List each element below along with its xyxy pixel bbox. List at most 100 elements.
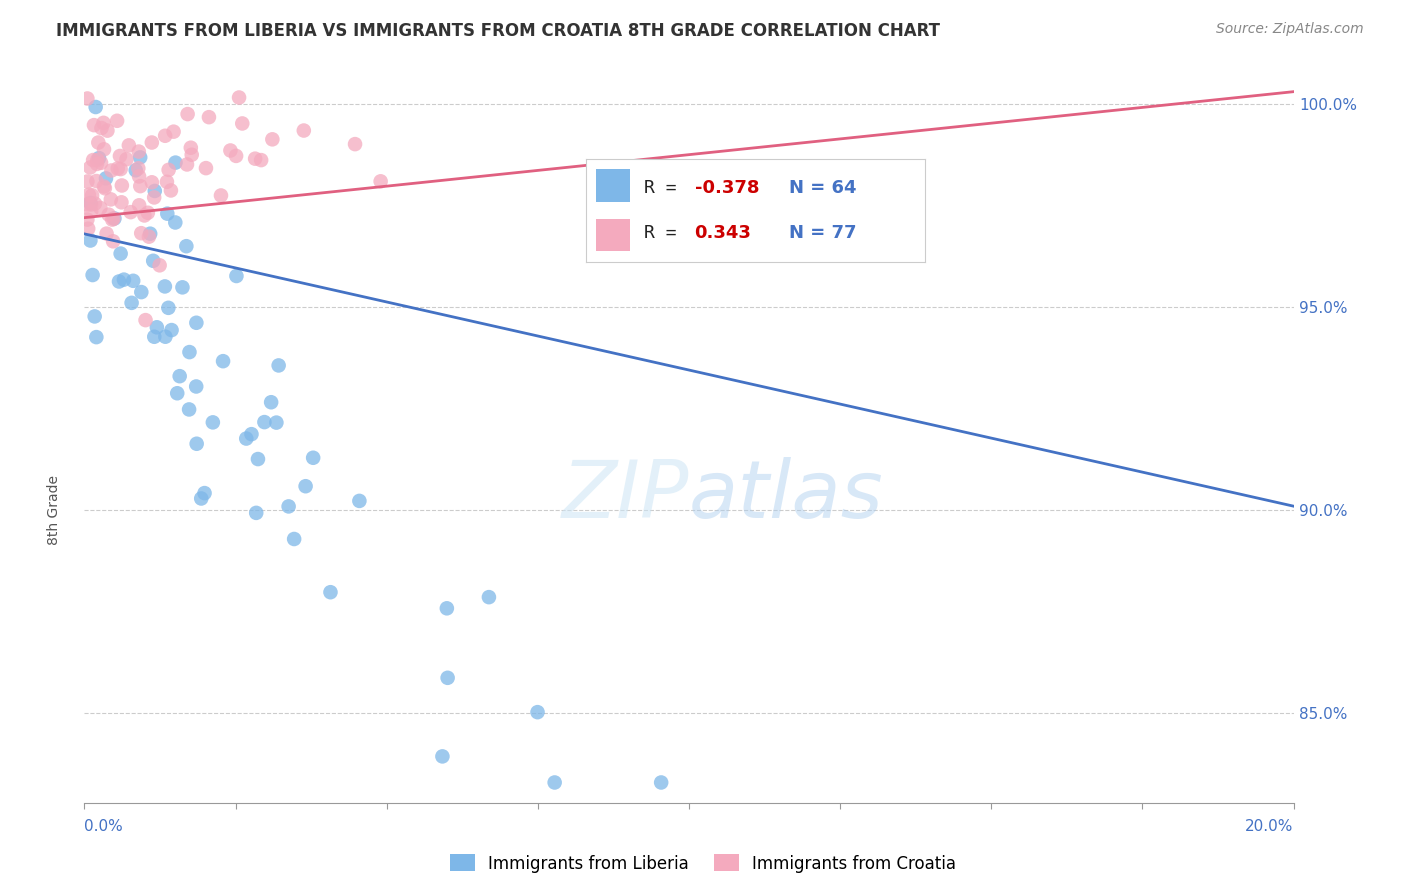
Point (100, 163, 122, 178)
Point (172, 280, 194, 294)
Point (83, 310, 105, 324)
Point (250, 153, 273, 167)
Point (262, 132, 284, 146)
Point (228, 90, 250, 104)
Point (93, 179, 115, 194)
Point (82, 188, 104, 202)
Point (370, 174, 392, 188)
Bar (596, 169, 630, 202)
Point (180, 147, 202, 161)
Point (79, 196, 101, 211)
Point (129, 179, 152, 194)
Point (134, 209, 156, 223)
Point (153, 279, 176, 293)
Point (302, 450, 325, 465)
Point (79, 234, 101, 248)
Point (243, 152, 266, 166)
Point (198, 110, 221, 124)
Point (112, 272, 135, 286)
Point (143, 184, 166, 198)
Point (166, 386, 188, 401)
Text: R =: R = (644, 224, 699, 242)
Point (79, 161, 101, 175)
Point (162, 125, 184, 139)
Point (84, 196, 107, 211)
Point (77, 221, 100, 235)
Point (266, 416, 288, 430)
Point (87, 136, 110, 150)
Point (142, 253, 165, 268)
Bar (596, 219, 630, 252)
Point (245, 506, 267, 520)
Point (82, 153, 104, 167)
Point (235, 432, 257, 446)
Point (111, 178, 134, 193)
Text: N = 64: N = 64 (789, 178, 856, 197)
Point (122, 274, 145, 288)
Point (292, 123, 315, 137)
Point (190, 491, 212, 506)
Point (76, 174, 98, 188)
Point (225, 268, 247, 283)
Point (125, 163, 148, 178)
Point (219, 144, 242, 158)
Point (76, 212, 98, 227)
Point (478, 590, 501, 604)
Point (101, 235, 124, 249)
Point (225, 149, 247, 163)
Point (121, 296, 143, 310)
Point (97, 208, 120, 222)
Point (177, 402, 200, 417)
Point (120, 205, 142, 219)
Point (139, 227, 162, 241)
Point (543, 775, 565, 789)
Point (138, 229, 160, 244)
Point (76, 197, 98, 211)
Point (526, 705, 548, 719)
Point (194, 161, 217, 175)
Point (176, 239, 198, 253)
Point (283, 532, 305, 546)
Point (82, 268, 104, 282)
Point (103, 211, 125, 226)
Point (100, 193, 122, 207)
Point (94, 171, 117, 186)
Point (209, 188, 232, 202)
Point (80, 197, 103, 211)
Point (129, 150, 152, 164)
Point (294, 479, 316, 493)
Point (240, 427, 263, 442)
Point (131, 285, 153, 299)
Point (94, 181, 117, 195)
Text: atlas: atlas (689, 457, 884, 534)
Text: Source: ZipAtlas.com: Source: ZipAtlas.com (1216, 22, 1364, 37)
Point (141, 175, 163, 189)
Point (153, 128, 176, 143)
Point (149, 258, 172, 272)
Point (107, 161, 129, 176)
Point (157, 162, 180, 177)
Point (267, 359, 290, 373)
Point (349, 494, 371, 508)
Text: N = 77: N = 77 (789, 224, 856, 242)
Point (176, 107, 198, 121)
Point (165, 155, 187, 169)
Text: 8th Grade: 8th Grade (48, 475, 60, 545)
Point (141, 136, 163, 150)
Point (76, 91, 98, 105)
Point (108, 149, 131, 163)
Point (128, 145, 150, 159)
Point (118, 138, 141, 153)
Point (157, 301, 180, 315)
Point (201, 416, 224, 430)
Text: -0.378: -0.378 (695, 178, 759, 197)
Point (193, 486, 215, 500)
Point (127, 161, 149, 176)
Point (108, 275, 131, 289)
Point (260, 395, 283, 409)
Point (86, 153, 108, 167)
Point (143, 190, 166, 204)
Point (246, 452, 269, 467)
Point (432, 749, 454, 764)
Point (86, 157, 108, 171)
